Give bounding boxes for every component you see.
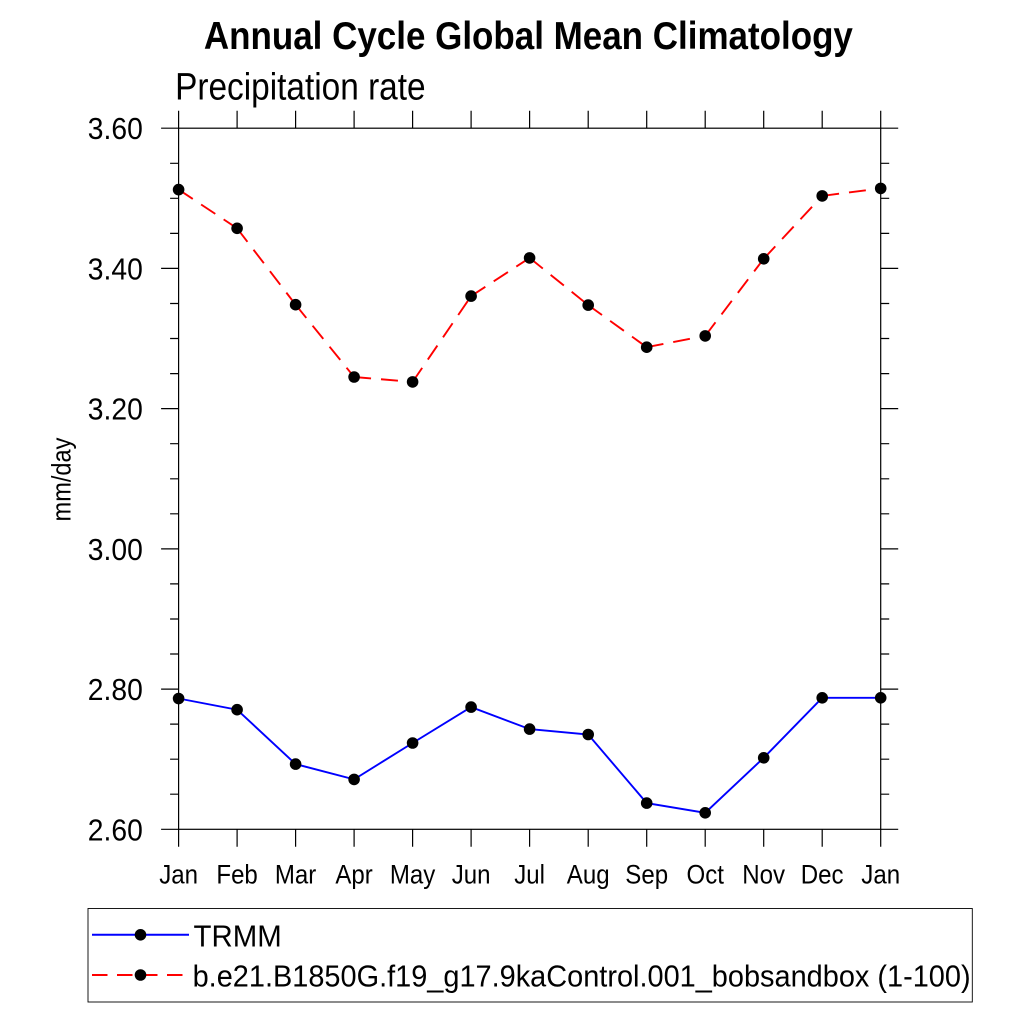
svg-text:Jan: Jan [861,859,900,889]
svg-text:Nov: Nov [742,859,785,889]
svg-text:Annual Cycle Global Mean Clima: Annual Cycle Global Mean Climatology [204,15,853,58]
svg-text:3.40: 3.40 [88,252,143,286]
svg-text:mm/day: mm/day [47,437,77,521]
svg-text:Precipitation rate: Precipitation rate [175,66,426,108]
svg-text:Oct: Oct [687,859,725,889]
svg-text:3.00: 3.00 [88,533,143,567]
svg-text:3.60: 3.60 [88,112,143,146]
svg-text:Jul: Jul [514,859,545,889]
svg-text:b.e21.B1850G.f19_g17.9kaContro: b.e21.B1850G.f19_g17.9kaControl.001_bobs… [193,959,971,993]
svg-text:Jan: Jan [159,859,198,889]
svg-text:2.80: 2.80 [88,673,143,707]
svg-text:3.20: 3.20 [88,393,143,427]
svg-text:2.60: 2.60 [88,813,143,847]
svg-text:Feb: Feb [216,859,257,889]
svg-text:Mar: Mar [275,859,316,889]
svg-text:Dec: Dec [801,859,844,889]
svg-text:Apr: Apr [335,859,372,889]
svg-text:May: May [390,859,436,889]
svg-text:Jun: Jun [452,859,491,889]
svg-text:Aug: Aug [567,859,610,889]
svg-text:TRMM: TRMM [194,919,282,953]
svg-text:Sep: Sep [625,859,668,889]
